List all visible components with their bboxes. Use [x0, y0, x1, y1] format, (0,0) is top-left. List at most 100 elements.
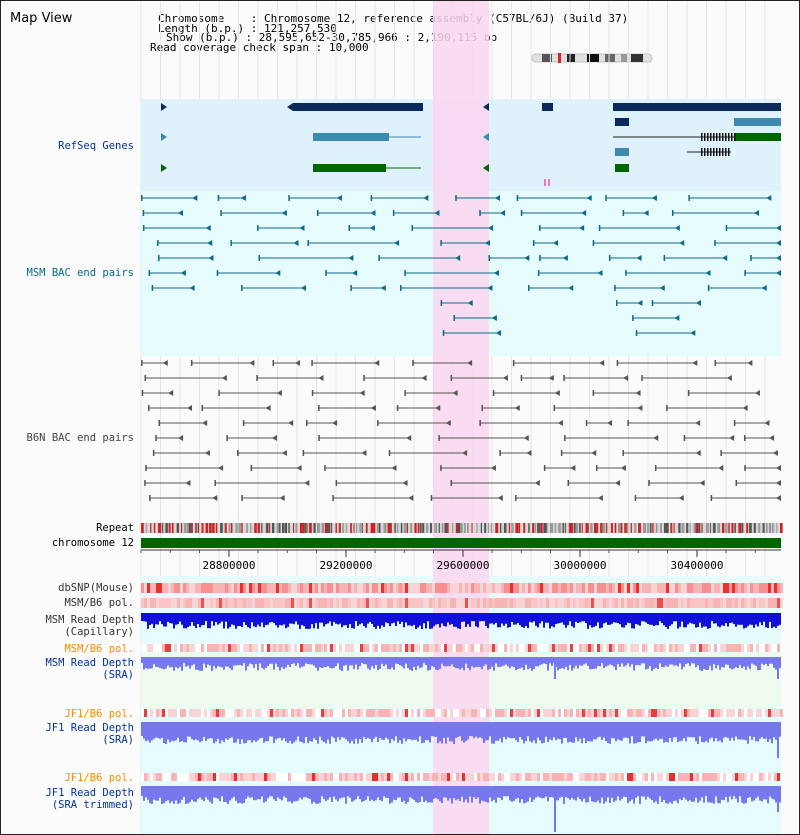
track-label-jf1-depth-trim[interactable]: JF1 Read Depth (SRA trimmed) — [45, 787, 134, 811]
heat-cell — [480, 709, 483, 717]
heat-cell — [612, 598, 615, 608]
repeat-element — [161, 523, 164, 533]
repeat-element — [523, 523, 526, 533]
heat-cell — [729, 644, 732, 652]
repeat-track[interactable] — [141, 523, 783, 533]
depth-bar — [583, 796, 585, 799]
depth-bar — [191, 796, 193, 800]
heat-cell — [393, 583, 396, 593]
depth-bar — [367, 621, 369, 624]
heat-cell — [669, 773, 672, 781]
track-label-msm-pol-2[interactable]: MSM/B6 pol. — [64, 643, 134, 655]
track-label-msm-depth-sra[interactable]: MSM Read Depth (SRA) — [45, 657, 134, 681]
depth-bar — [383, 663, 385, 667]
depth-bar — [603, 796, 605, 804]
b6n-bac-end-pairs[interactable] — [141, 360, 781, 501]
depth-bar — [519, 736, 521, 737]
heat-cell — [321, 773, 324, 781]
depth-bar — [235, 663, 237, 666]
depth-bar — [413, 663, 415, 667]
depth-bar — [693, 621, 695, 625]
heat-cell — [771, 598, 774, 608]
depth-bar — [257, 736, 259, 741]
depth-bar — [337, 736, 339, 737]
heat-cell — [168, 583, 171, 593]
depth-bar — [191, 663, 193, 666]
depth-bar — [331, 621, 333, 626]
heat-cell — [162, 773, 165, 781]
track-label-msm-pol-1[interactable]: MSM/B6 pol. — [64, 597, 134, 609]
depth-bar — [387, 796, 389, 798]
heat-cell — [468, 773, 471, 781]
heat-cell — [684, 773, 687, 781]
heat-cell — [759, 583, 762, 593]
heat-cell — [141, 709, 144, 717]
heat-cell — [690, 598, 693, 608]
depth-bar — [189, 796, 191, 803]
depth-bar — [561, 663, 563, 669]
depth-bar — [613, 736, 615, 739]
msm-bac-end-pairs[interactable] — [141, 195, 781, 336]
heat-cell — [543, 598, 546, 608]
depth-bar — [699, 621, 701, 623]
depth-bar — [157, 663, 159, 668]
track-label-dbsnp[interactable]: dbSNP(Mouse) — [58, 582, 134, 594]
heat-cell — [531, 709, 534, 717]
track-label-refseq[interactable]: RefSeq Genes — [58, 140, 134, 152]
depth-bar — [397, 736, 399, 743]
depth-bar — [451, 736, 453, 742]
depth-bar — [481, 663, 483, 670]
heat-cell — [369, 598, 372, 608]
heat-cell — [273, 709, 276, 717]
heat-cell — [468, 598, 471, 608]
track-label-repeat[interactable]: Repeat — [96, 522, 134, 534]
track-label-jf1-depth-sra[interactable]: JF1 Read Depth (SRA) — [45, 722, 134, 746]
heat-cell — [624, 598, 627, 608]
depth-bar — [445, 736, 447, 744]
track-label-b6n-bac[interactable]: B6N BAC end pairs — [26, 432, 134, 444]
selected-region-highlight[interactable] — [433, 1, 489, 834]
depth-bar — [675, 736, 677, 738]
depth-bar — [499, 663, 501, 668]
depth-bar — [209, 663, 211, 666]
heat-cell — [201, 709, 204, 717]
bac-end-arrow — [177, 210, 183, 216]
variation-tracks[interactable] — [141, 583, 783, 832]
heat-cell — [708, 644, 711, 652]
heat-cell — [507, 644, 510, 652]
track-label-chromosome[interactable]: chromosome 12 — [51, 537, 134, 549]
bac-end-arrow — [695, 420, 701, 426]
depth-bar — [587, 796, 589, 803]
depth-bar — [441, 663, 443, 664]
heat-cell — [408, 709, 411, 717]
heat-cell — [672, 583, 675, 593]
depth-bar — [381, 663, 383, 664]
track-label-msm-bac[interactable]: MSM BAC end pairs — [26, 267, 134, 279]
track-label-jf1-pol-2[interactable]: JF1/B6 pol. — [64, 772, 134, 784]
heat-cell — [675, 583, 678, 593]
heat-cell — [294, 773, 297, 781]
repeat-element — [224, 523, 227, 533]
heat-cell — [699, 773, 702, 781]
depth-bar — [621, 621, 623, 628]
track-label-jf1-pol-1[interactable]: JF1/B6 pol. — [64, 708, 134, 720]
track-label-msm-depth-cap[interactable]: MSM Read Depth (Capillary) — [45, 614, 134, 638]
heat-cell — [405, 583, 408, 593]
chromosome-ideogram[interactable] — [531, 53, 653, 63]
heat-cell — [213, 583, 216, 593]
depth-bar — [503, 736, 505, 737]
refseq-genes[interactable] — [161, 103, 781, 186]
chromosome-bar[interactable] — [141, 538, 781, 548]
heat-cell — [300, 773, 303, 781]
heat-cell — [222, 709, 225, 717]
heat-cell — [204, 773, 207, 781]
depth-bar — [227, 663, 229, 667]
heat-cell — [363, 773, 366, 781]
depth-bar — [579, 736, 581, 739]
bac-end — [455, 195, 457, 201]
depth-bar — [565, 736, 567, 738]
repeat-element — [426, 523, 429, 533]
bac-end — [539, 225, 541, 231]
bac-end — [532, 240, 535, 246]
